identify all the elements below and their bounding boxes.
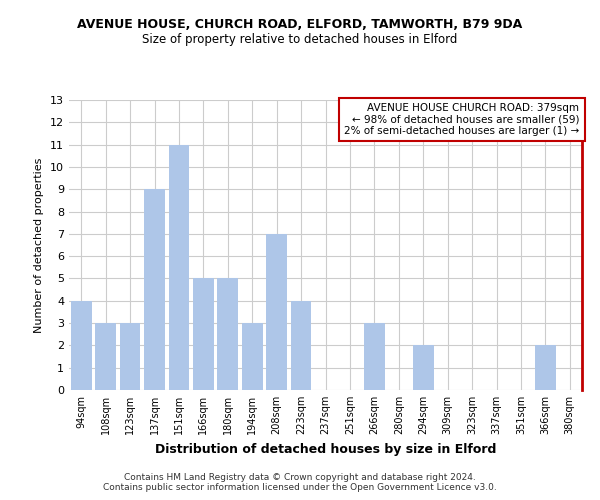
Bar bbox=[364, 323, 385, 390]
Bar bbox=[535, 346, 556, 390]
Bar bbox=[144, 189, 165, 390]
X-axis label: Distribution of detached houses by size in Elford: Distribution of detached houses by size … bbox=[155, 442, 496, 456]
Bar bbox=[266, 234, 287, 390]
Bar bbox=[217, 278, 238, 390]
Text: Size of property relative to detached houses in Elford: Size of property relative to detached ho… bbox=[142, 32, 458, 46]
Bar bbox=[290, 301, 311, 390]
Bar bbox=[242, 323, 263, 390]
Bar bbox=[193, 278, 214, 390]
Text: Contains HM Land Registry data © Crown copyright and database right 2024.
Contai: Contains HM Land Registry data © Crown c… bbox=[103, 473, 497, 492]
Bar bbox=[71, 301, 92, 390]
Text: AVENUE HOUSE, CHURCH ROAD, ELFORD, TAMWORTH, B79 9DA: AVENUE HOUSE, CHURCH ROAD, ELFORD, TAMWO… bbox=[77, 18, 523, 30]
Bar bbox=[119, 323, 140, 390]
Text: AVENUE HOUSE CHURCH ROAD: 379sqm
← 98% of detached houses are smaller (59)
2% of: AVENUE HOUSE CHURCH ROAD: 379sqm ← 98% o… bbox=[344, 103, 580, 136]
Bar bbox=[169, 144, 190, 390]
Bar bbox=[95, 323, 116, 390]
Y-axis label: Number of detached properties: Number of detached properties bbox=[34, 158, 44, 332]
Bar bbox=[413, 346, 434, 390]
